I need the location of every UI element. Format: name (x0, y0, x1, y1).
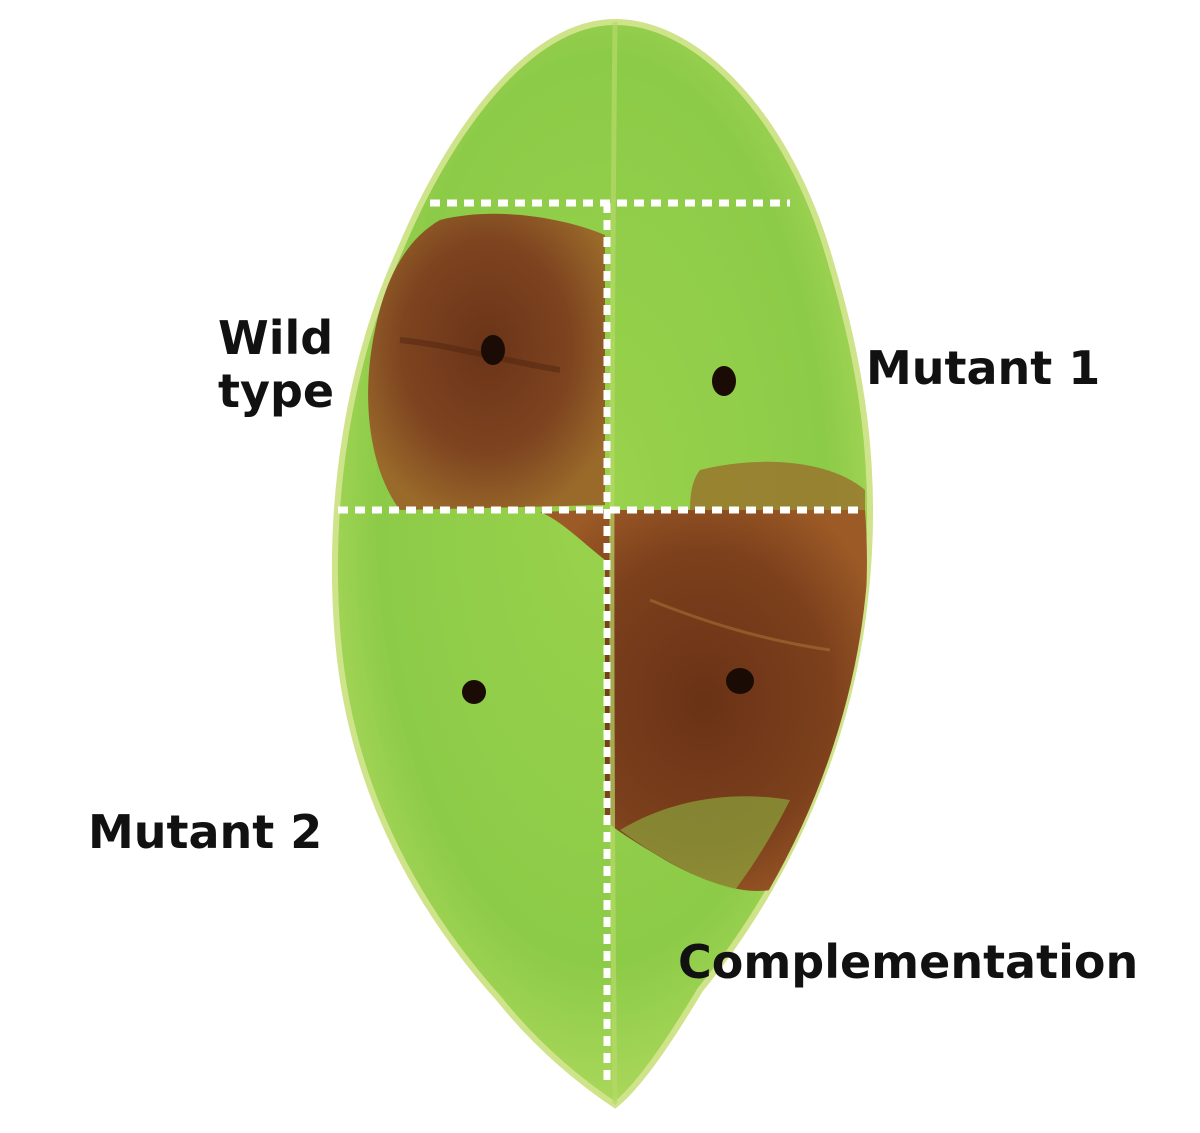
label-wild-type-line2: type (218, 363, 335, 418)
label-complementation: Complementation (678, 935, 1139, 989)
label-wild-type-line1: Wild (218, 311, 334, 365)
label-mutant-1: Mutant 1 (866, 341, 1101, 395)
label-wild-type: Wild type (218, 312, 334, 418)
midrib (609, 22, 618, 1105)
label-mutant-2: Mutant 2 (88, 805, 323, 859)
inoculation-spot-wild-type (481, 335, 505, 365)
lesion-complementation (540, 510, 867, 891)
inoculation-spot-mutant-2 (462, 680, 486, 704)
lesion-mutant-1 (690, 461, 865, 510)
inoculation-spot-complementation (726, 668, 754, 694)
inoculation-spot-mutant-1 (712, 366, 736, 396)
